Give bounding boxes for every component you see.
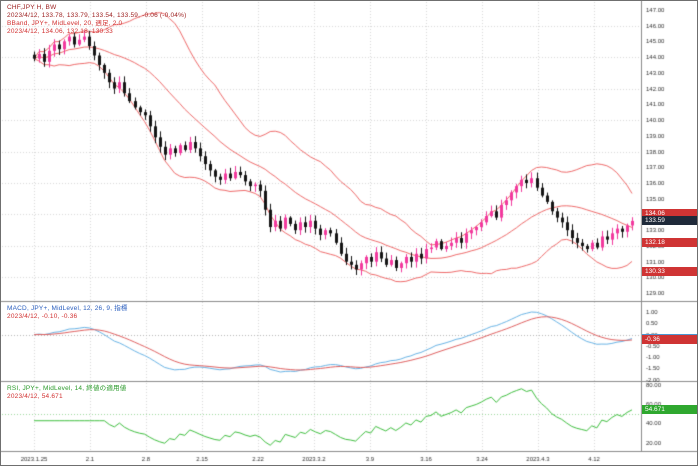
bbands-values: 2023/4/12, 134.06, 132.18, 130.33 bbox=[7, 28, 113, 35]
price-axis[interactable] bbox=[642, 0, 698, 452]
macd-values: 2023/4/12, -0.10, -0.36 bbox=[7, 313, 78, 320]
ohlc-readout: 2023/4/12, 133.78, 133.79, 133.54, 133.5… bbox=[7, 12, 187, 19]
time-axis[interactable] bbox=[0, 452, 642, 466]
rsi-values: 2023/4/12, 54.671 bbox=[7, 393, 63, 400]
macd-label: MACD, JPY+, MidLevel, 12, 26, 9, 指標 bbox=[7, 305, 128, 312]
bb-mid-price-tag: 132.18 bbox=[642, 238, 698, 247]
bb-lower-price-tag: 130.33 bbox=[642, 267, 698, 276]
bbands-label: BBand, JPY+, MidLevel, 20, 週足, 2.0 bbox=[7, 20, 123, 27]
bb-upper-price-tag: 134.06 bbox=[642, 209, 698, 218]
rsi-value-tag: 54.671 bbox=[642, 405, 698, 414]
rsi-label: RSI, JPY+, MidLevel, 14, 終値の適用値 bbox=[7, 385, 127, 392]
last-price-tag: 133.59 bbox=[642, 216, 698, 225]
macd-signal-value-tag: -0.36 bbox=[642, 335, 698, 344]
symbol-title: CHF,JPY H, BW bbox=[7, 4, 57, 11]
